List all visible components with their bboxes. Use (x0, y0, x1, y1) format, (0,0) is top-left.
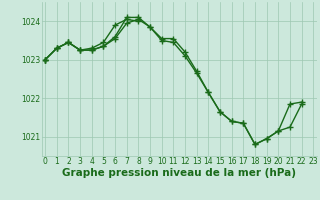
X-axis label: Graphe pression niveau de la mer (hPa): Graphe pression niveau de la mer (hPa) (62, 168, 296, 178)
